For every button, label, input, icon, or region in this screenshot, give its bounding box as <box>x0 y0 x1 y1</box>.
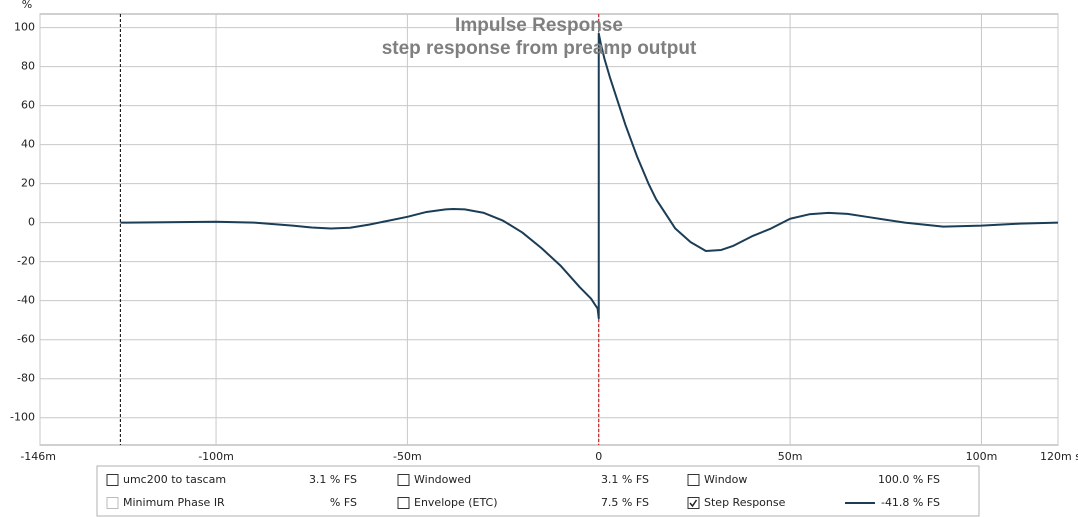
y-tick-label: 20 <box>21 177 35 190</box>
x-tick-label: -146m <box>20 450 56 463</box>
checkbox[interactable] <box>687 474 700 486</box>
y-tick-label: -20 <box>17 255 35 268</box>
legend-item[interactable]: umc200 to tascam 3.1 % FS <box>106 473 357 486</box>
legend-item: Minimum Phase IR % FS <box>106 496 357 509</box>
legend-value: 3.1 % FS <box>601 473 649 486</box>
legend-label: Window <box>704 473 747 486</box>
legend-label: Envelope (ETC) <box>414 496 498 509</box>
legend-value: 7.5 % FS <box>601 496 649 509</box>
chart-title: Impulse Response <box>455 15 623 36</box>
checkmark <box>689 499 698 508</box>
legend-value: -41.8 % FS <box>881 496 940 509</box>
x-tick-label: -100m <box>198 450 234 463</box>
legend-label: umc200 to tascam <box>123 473 226 486</box>
y-tick-label: 80 <box>21 60 35 73</box>
checkbox[interactable] <box>106 474 119 486</box>
y-tick-label: -80 <box>17 372 35 385</box>
chart-subtitle: step response from preamp output <box>382 38 697 59</box>
y-tick-label: 60 <box>21 99 35 112</box>
y-tick-label: -40 <box>17 294 35 307</box>
legend-item[interactable]: Step Response -41.8 % FS <box>687 496 940 509</box>
legend-value: 100.0 % FS <box>878 473 940 486</box>
y-tick-label: 40 <box>21 138 35 151</box>
x-tick-label: 120m s <box>1040 450 1078 463</box>
legend-value: 3.1 % FS <box>309 473 357 486</box>
x-tick-label: 100m <box>966 450 998 463</box>
legend-value: % FS <box>330 496 357 509</box>
checkbox[interactable] <box>397 497 410 509</box>
y-tick-label: 100 <box>14 21 35 34</box>
x-tick-label: -50m <box>393 450 422 463</box>
legend-item[interactable]: Window 100.0 % FS <box>687 473 940 486</box>
plot-area <box>39 13 1059 446</box>
legend-label: Windowed <box>414 473 471 486</box>
y-tick-label: 0 <box>28 216 35 229</box>
checkbox[interactable] <box>397 474 410 486</box>
legend-label: Step Response <box>704 496 786 509</box>
x-tick-label: 50m <box>778 450 803 463</box>
legend-label: Minimum Phase IR <box>123 496 225 509</box>
legend-item[interactable]: Windowed 3.1 % FS <box>397 473 649 486</box>
legend-item[interactable]: Envelope (ETC) 7.5 % FS <box>397 496 649 509</box>
series-line <box>120 32 1059 320</box>
checkbox[interactable] <box>687 497 700 509</box>
y-axis-label: % <box>22 0 32 11</box>
y-tick-label: -60 <box>17 333 35 346</box>
y-tick-label: -100 <box>10 411 35 424</box>
checkbox <box>106 497 119 509</box>
legend-panel <box>96 465 980 517</box>
x-tick-label: 0 <box>595 450 602 463</box>
